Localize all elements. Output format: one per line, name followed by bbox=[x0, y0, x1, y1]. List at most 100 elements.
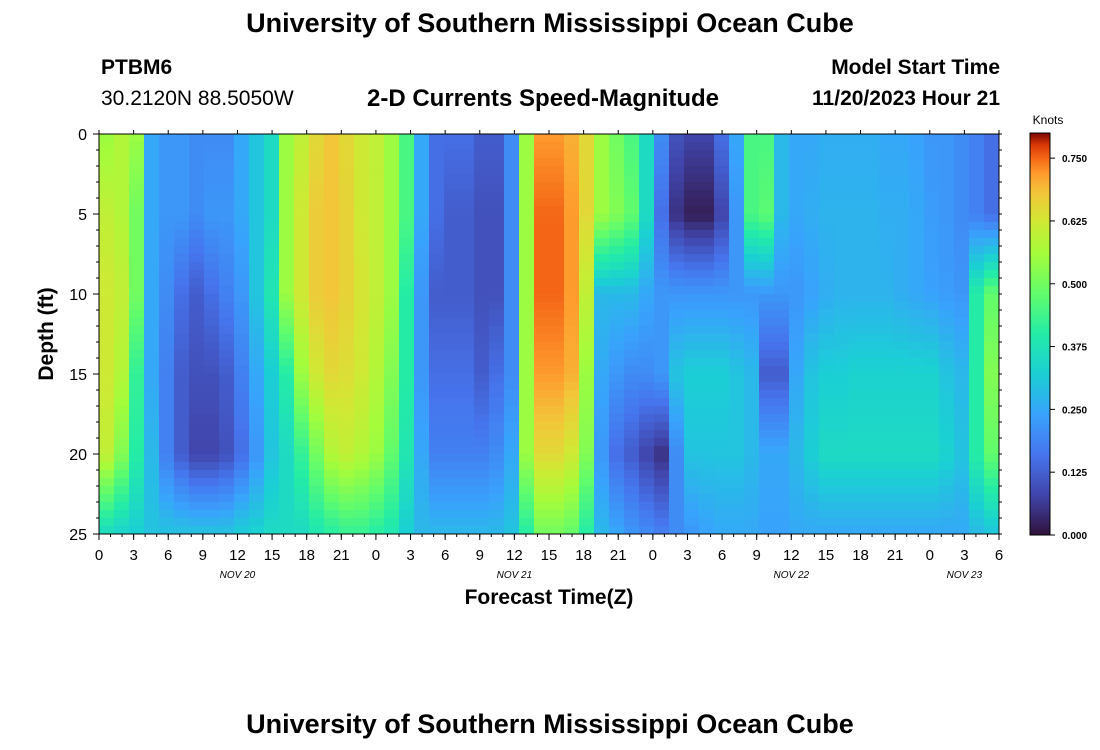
heatmap-cell bbox=[669, 142, 684, 150]
heatmap-cell bbox=[204, 446, 219, 454]
heatmap-cell bbox=[849, 462, 864, 470]
heatmap-cell bbox=[969, 526, 984, 534]
heatmap-cell bbox=[399, 278, 414, 286]
heatmap-cell bbox=[939, 422, 954, 430]
heatmap-cell bbox=[504, 278, 519, 286]
heatmap-cell bbox=[894, 174, 909, 182]
heatmap-cell bbox=[444, 342, 459, 350]
heatmap-cell bbox=[789, 310, 804, 318]
heatmap-cell bbox=[864, 158, 879, 166]
heatmap-cell bbox=[189, 174, 204, 182]
heatmap-cell bbox=[879, 214, 894, 222]
heatmap-cell bbox=[189, 358, 204, 366]
heatmap-cell bbox=[654, 238, 669, 246]
heatmap-cell bbox=[744, 526, 759, 534]
heatmap-cell bbox=[684, 278, 699, 286]
heatmap-cell bbox=[144, 206, 159, 214]
heatmap-cell bbox=[249, 246, 264, 254]
heatmap-cell bbox=[294, 422, 309, 430]
heatmap-cell bbox=[384, 406, 399, 414]
heatmap-cell bbox=[414, 166, 429, 174]
heatmap-cell bbox=[894, 142, 909, 150]
heatmap-cell bbox=[894, 302, 909, 310]
heatmap-cell bbox=[384, 374, 399, 382]
heatmap-cell bbox=[954, 478, 969, 486]
heatmap-cell bbox=[714, 262, 729, 270]
heatmap-cell bbox=[114, 414, 129, 422]
heatmap-cell bbox=[849, 302, 864, 310]
heatmap-cell bbox=[384, 318, 399, 326]
heatmap-cell bbox=[624, 294, 639, 302]
heatmap-cell bbox=[609, 142, 624, 150]
heatmap-cell bbox=[174, 390, 189, 398]
heatmap-cell bbox=[834, 326, 849, 334]
heatmap-cell bbox=[504, 182, 519, 190]
heatmap-cell bbox=[969, 438, 984, 446]
heatmap-cell bbox=[849, 526, 864, 534]
heatmap-cell bbox=[129, 470, 144, 478]
heatmap-cell bbox=[294, 502, 309, 510]
heatmap-cell bbox=[834, 366, 849, 374]
heatmap-cell bbox=[969, 302, 984, 310]
heatmap-cell bbox=[444, 430, 459, 438]
heatmap-cell bbox=[279, 182, 294, 190]
heatmap-cell bbox=[459, 134, 474, 142]
heatmap-cell bbox=[714, 246, 729, 254]
heatmap-cell bbox=[384, 230, 399, 238]
heatmap-cell bbox=[594, 430, 609, 438]
heatmap-cell bbox=[624, 222, 639, 230]
heatmap-cell bbox=[984, 254, 999, 262]
heatmap-cell bbox=[864, 230, 879, 238]
heatmap-cell bbox=[534, 462, 549, 470]
heatmap-cell bbox=[594, 190, 609, 198]
heatmap-cell bbox=[159, 518, 174, 526]
heatmap-cell bbox=[579, 366, 594, 374]
heatmap-cell bbox=[759, 294, 774, 302]
heatmap-cell bbox=[654, 302, 669, 310]
heatmap-cell bbox=[459, 174, 474, 182]
heatmap-cell bbox=[984, 518, 999, 526]
heatmap-cell bbox=[414, 286, 429, 294]
heatmap-cell bbox=[324, 454, 339, 462]
heatmap-cell bbox=[699, 254, 714, 262]
heatmap-cell bbox=[414, 318, 429, 326]
heatmap-cell bbox=[804, 486, 819, 494]
heatmap-cell bbox=[879, 222, 894, 230]
heatmap-cell bbox=[639, 462, 654, 470]
heatmap-cell bbox=[144, 446, 159, 454]
heatmap-cell bbox=[189, 318, 204, 326]
heatmap-cell bbox=[969, 406, 984, 414]
heatmap-cell bbox=[114, 334, 129, 342]
heatmap-cell bbox=[609, 238, 624, 246]
heatmap-cell bbox=[174, 398, 189, 406]
heatmap-cell bbox=[579, 406, 594, 414]
heatmap-cell bbox=[564, 310, 579, 318]
heatmap-cell bbox=[429, 158, 444, 166]
heatmap-cell bbox=[954, 254, 969, 262]
heatmap-cell bbox=[534, 446, 549, 454]
heatmap-cell bbox=[864, 502, 879, 510]
heatmap-cell bbox=[339, 350, 354, 358]
heatmap-cell bbox=[729, 214, 744, 222]
heatmap-cell bbox=[909, 390, 924, 398]
heatmap-cell bbox=[864, 526, 879, 534]
x-tick-label: 0 bbox=[95, 547, 103, 564]
heatmap-cell bbox=[729, 494, 744, 502]
heatmap-cell bbox=[264, 334, 279, 342]
heatmap-cell bbox=[609, 334, 624, 342]
heatmap-cell bbox=[654, 278, 669, 286]
heatmap-cell bbox=[339, 334, 354, 342]
heatmap-cell bbox=[249, 526, 264, 534]
heatmap-cell bbox=[564, 142, 579, 150]
heatmap-cell bbox=[174, 326, 189, 334]
heatmap-cell bbox=[954, 150, 969, 158]
heatmap-cell bbox=[984, 230, 999, 238]
heatmap-cell bbox=[759, 142, 774, 150]
heatmap-cell bbox=[624, 286, 639, 294]
heatmap-cell bbox=[954, 230, 969, 238]
heatmap-cell bbox=[264, 374, 279, 382]
heatmap-cell bbox=[774, 374, 789, 382]
heatmap-cell bbox=[519, 198, 534, 206]
heatmap-cell bbox=[744, 326, 759, 334]
